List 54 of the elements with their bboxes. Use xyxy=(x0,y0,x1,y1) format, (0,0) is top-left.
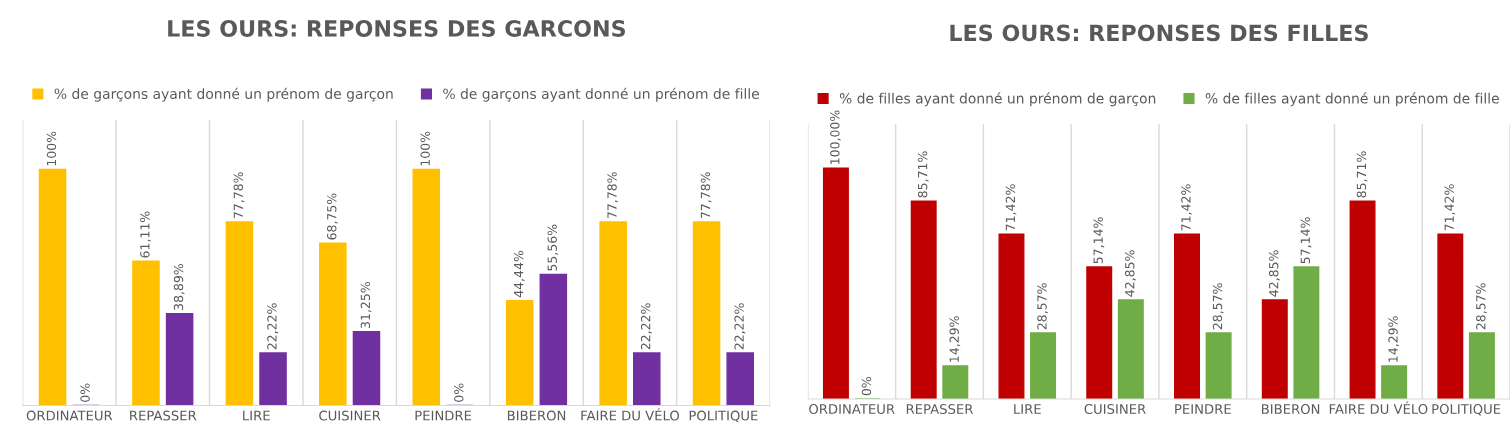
x-tick-label: REPASSER xyxy=(130,410,197,421)
data-label: 100% xyxy=(46,131,57,166)
data-label: 22,22% xyxy=(267,303,278,350)
data-label: 77,78% xyxy=(233,172,245,219)
x-tick-label: PEINDRE xyxy=(1175,404,1231,414)
data-label: 57,14% xyxy=(1093,217,1105,264)
data-label: 28,57% xyxy=(1476,283,1487,330)
x-tick-label: FAIRE DU VÉLO xyxy=(1329,401,1428,415)
data-label: 68,75% xyxy=(327,193,338,240)
data-label: 61,11% xyxy=(140,211,151,258)
data-label: 100,00% xyxy=(830,110,841,164)
legend-label: % de garçons ayant donné un prénom de fille xyxy=(443,87,759,102)
x-tick-label: LIRE xyxy=(243,410,270,421)
data-label: 28,57% xyxy=(1037,283,1048,330)
data-label: 100% xyxy=(420,131,430,166)
data-label: 71,42% xyxy=(1444,184,1456,231)
data-label: 85,71% xyxy=(917,151,929,198)
data-label: 22,22% xyxy=(734,303,746,350)
x-tick-label: FAIRE DU VÉLO xyxy=(581,408,680,421)
legend-label: % de filles ayant donné un prénom de garçon xyxy=(839,92,1156,107)
chart-title: LES OURS: REPONSES DES FILLES xyxy=(950,24,1368,42)
data-label: 77,78% xyxy=(607,172,619,219)
x-tick-label: BIBERON xyxy=(507,410,566,421)
x-tick-label: BIBERON xyxy=(1261,404,1320,415)
legend-label: % de garçons ayant donné un prénom de garçon xyxy=(54,87,393,102)
data-label: 77,78% xyxy=(700,172,712,219)
data-label: 0% xyxy=(80,383,90,402)
data-label: 0% xyxy=(861,377,872,396)
data-label: 28,57% xyxy=(1212,283,1224,330)
x-tick-label: LIRE xyxy=(1014,404,1041,414)
data-label: 42,85% xyxy=(1125,250,1136,297)
x-tick-label: ORDINATEUR xyxy=(809,404,895,415)
x-tick-label: PEINDRE xyxy=(415,410,472,421)
data-label: 14,29% xyxy=(1388,316,1400,362)
x-tick-label: POLITIQUE xyxy=(689,410,758,423)
data-label: 71,42% xyxy=(1005,184,1017,231)
x-tick-label: REPASSER xyxy=(906,404,974,415)
data-label: 0% xyxy=(454,383,464,402)
data-label: 55,56% xyxy=(547,224,559,271)
data-label: 57,14% xyxy=(1300,217,1312,264)
data-label: 31,25% xyxy=(360,281,372,328)
x-tick-label: CUISINER xyxy=(1084,404,1146,415)
data-label: 71,42% xyxy=(1181,184,1192,231)
chart-title: LES OURS: REPONSES DES GARCONS xyxy=(168,20,625,37)
data-label: 14,29% xyxy=(949,316,961,362)
legend-label: % de filles ayant donné un prénom de fille xyxy=(1205,92,1499,107)
data-label: 22,22% xyxy=(640,303,652,350)
x-tick-label: POLITIQUE xyxy=(1432,404,1501,416)
data-label: 85,71% xyxy=(1356,151,1368,198)
x-tick-label: ORDINATEUR xyxy=(26,410,113,421)
data-label: 38,89% xyxy=(173,263,185,310)
data-label: 42,85% xyxy=(1268,250,1280,297)
data-label: 44,44% xyxy=(513,250,525,298)
x-tick-label: CUISINER xyxy=(319,410,381,421)
